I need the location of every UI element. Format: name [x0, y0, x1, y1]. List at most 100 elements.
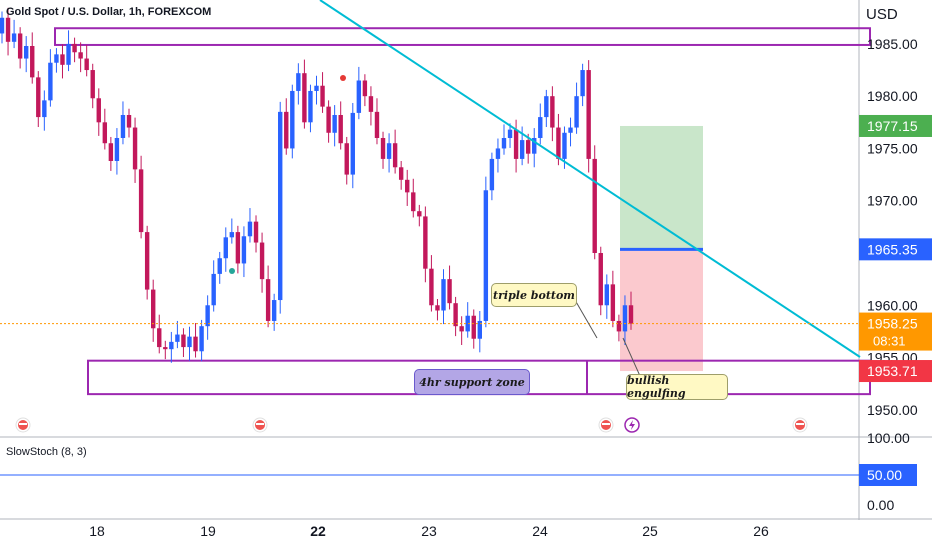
candle-body[interactable]	[356, 80, 362, 113]
candle-body[interactable]	[193, 336, 198, 352]
candle-body[interactable]	[144, 232, 150, 290]
candle-body[interactable]	[459, 326, 464, 332]
candle-body[interactable]	[175, 334, 180, 342]
currency-label[interactable]: USD	[866, 6, 898, 23]
candle-body[interactable]	[229, 232, 235, 238]
candle-body[interactable]	[592, 158, 597, 253]
candle-body[interactable]	[386, 143, 392, 159]
candle-body[interactable]	[181, 334, 186, 348]
candle-body[interactable]	[11, 33, 17, 42]
candle-body[interactable]	[562, 132, 567, 159]
candle-body[interactable]	[350, 112, 355, 175]
candle-body[interactable]	[217, 258, 222, 274]
candle-body[interactable]	[580, 70, 585, 97]
candle-body[interactable]	[495, 148, 501, 159]
candle-body[interactable]	[84, 58, 89, 71]
candle-body[interactable]	[532, 138, 537, 154]
candle-body[interactable]	[501, 138, 507, 149]
candle-body[interactable]	[610, 284, 616, 321]
candle-body[interactable]	[30, 46, 35, 78]
candle-body[interactable]	[368, 96, 374, 112]
candle-body[interactable]	[544, 96, 549, 118]
candle-body[interactable]	[556, 127, 561, 159]
candle-body[interactable]	[453, 303, 458, 327]
candle-body[interactable]	[489, 158, 495, 191]
candle-body[interactable]	[23, 46, 29, 59]
candle-body[interactable]	[423, 216, 428, 269]
candle-body[interactable]	[120, 115, 126, 138]
candle-body[interactable]	[538, 117, 543, 138]
candle-body[interactable]	[271, 300, 277, 321]
candle-body[interactable]	[78, 52, 83, 59]
target-zone[interactable]	[620, 125, 703, 250]
candle-body[interactable]	[320, 85, 325, 107]
candle-body[interactable]	[405, 179, 410, 193]
candle-body[interactable]	[17, 33, 23, 59]
candle-body[interactable]	[48, 62, 53, 101]
candle-body[interactable]	[163, 347, 168, 350]
candle-body[interactable]	[96, 98, 101, 123]
candle-body[interactable]	[507, 129, 513, 138]
candle-body[interactable]	[308, 90, 313, 123]
candle-body[interactable]	[5, 17, 11, 42]
candle-body[interactable]	[72, 43, 77, 53]
candle-body[interactable]	[447, 279, 452, 304]
candle-body[interactable]	[265, 279, 271, 321]
candle-body[interactable]	[616, 320, 622, 332]
stoch-level-tag[interactable]	[859, 464, 917, 486]
target-price-tag[interactable]	[859, 114, 932, 137]
candle-body[interactable]	[151, 289, 156, 329]
candle-body[interactable]	[604, 284, 610, 306]
candle-body[interactable]	[326, 106, 331, 133]
candle-body[interactable]	[235, 232, 241, 264]
candle-body[interactable]	[598, 253, 603, 306]
candle-body[interactable]	[126, 115, 132, 128]
candle-body[interactable]	[483, 190, 489, 321]
candle-body[interactable]	[132, 127, 138, 170]
candle-body[interactable]	[338, 115, 343, 144]
candle-body[interactable]	[477, 320, 482, 339]
candle-body[interactable]	[138, 169, 144, 233]
indicator-label[interactable]: SlowStoch (8, 3)	[6, 446, 87, 458]
stop-price-tag[interactable]	[859, 360, 932, 383]
candle-body[interactable]	[108, 143, 114, 161]
candle-body[interactable]	[525, 140, 531, 154]
candle-body[interactable]	[519, 140, 525, 159]
candle-body[interactable]	[205, 305, 210, 327]
candle-body[interactable]	[435, 305, 440, 311]
candle-body[interactable]	[411, 192, 416, 212]
candle-body[interactable]	[586, 70, 591, 159]
candle-body[interactable]	[568, 127, 573, 133]
candle-body[interactable]	[465, 315, 470, 332]
candle-body[interactable]	[471, 315, 476, 339]
candle-body[interactable]	[392, 143, 398, 168]
candle-body[interactable]	[398, 167, 404, 180]
candle-body[interactable]	[187, 336, 192, 348]
candle-body[interactable]	[66, 43, 71, 65]
candle-body[interactable]	[102, 122, 108, 144]
current-price-tag[interactable]	[859, 312, 932, 351]
candle-body[interactable]	[513, 129, 519, 159]
candle-body[interactable]	[54, 54, 59, 63]
candle-body[interactable]	[628, 305, 634, 324]
candle-body[interactable]	[441, 279, 446, 311]
candle-body[interactable]	[42, 100, 47, 118]
entry-price-tag[interactable]	[859, 238, 932, 261]
candle-body[interactable]	[247, 221, 253, 237]
candle-body[interactable]	[574, 96, 579, 128]
candle-body[interactable]	[622, 305, 628, 332]
candle-body[interactable]	[314, 85, 319, 91]
trendline[interactable]	[319, 0, 861, 358]
candle-body[interactable]	[169, 341, 174, 350]
candle-body[interactable]	[344, 143, 349, 175]
candle-body[interactable]	[241, 236, 247, 264]
candle-body[interactable]	[332, 115, 337, 133]
candle-body[interactable]	[259, 242, 265, 280]
candle-body[interactable]	[253, 221, 259, 243]
candle-body[interactable]	[211, 273, 216, 306]
candle-body[interactable]	[362, 80, 368, 97]
candle-body[interactable]	[429, 268, 434, 306]
stop-zone[interactable]	[620, 249, 703, 372]
